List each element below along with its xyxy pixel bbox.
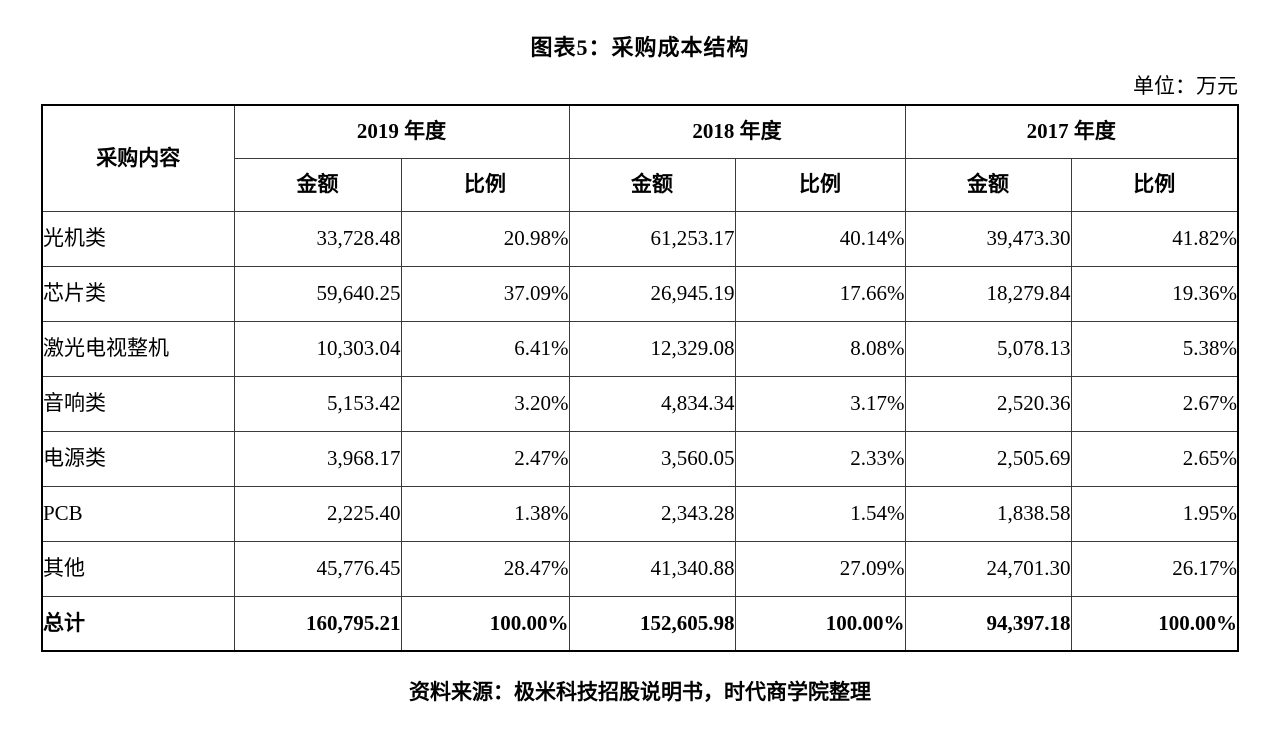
amount-cell: 24,701.30	[904, 540, 1072, 597]
row-label: 其他	[41, 540, 235, 597]
row-label: 电源类	[41, 430, 235, 487]
row-label: 激光电视整机	[41, 320, 235, 377]
ratio-cell: 5.38%	[1070, 320, 1239, 377]
subheader-amount-2019: 金额	[233, 157, 402, 212]
amount-cell: 59,640.25	[233, 265, 402, 322]
subheader-ratio-2018: 比例	[734, 157, 906, 212]
table-row: 电源类 3,968.17 2.47% 3,560.05 2.33% 2,505.69 2.6…	[41, 430, 1239, 487]
amount-cell: 3,560.05	[568, 430, 736, 487]
table-row: 音响类 5,153.42 3.20% 4,834.34 3.17% 2,520.36 2.6…	[41, 375, 1239, 432]
amount-cell: 2,520.36	[904, 375, 1072, 432]
ratio-cell: 2.47%	[400, 430, 570, 487]
ratio-cell: 28.47%	[400, 540, 570, 597]
amount-cell: 1,838.58	[904, 485, 1072, 542]
ratio-cell: 3.20%	[400, 375, 570, 432]
amount-cell: 160,795.21	[233, 595, 402, 652]
ratio-cell: 27.09%	[734, 540, 906, 597]
row-label: 光机类	[41, 210, 235, 267]
amount-cell: 3,968.17	[233, 430, 402, 487]
ratio-cell: 100.00%	[1070, 595, 1239, 652]
ratio-cell: 1.38%	[400, 485, 570, 542]
ratio-cell: 17.66%	[734, 265, 906, 322]
procurement-cost-table: 采购内容 2019 年度 2018 年度 2017 年度 金额 比例 金额 比例…	[41, 104, 1239, 652]
subheader-ratio-2017: 比例	[1070, 157, 1239, 212]
source-note: 资料来源：极米科技招股说明书，时代商学院整理	[409, 680, 871, 704]
amount-cell: 5,078.13	[904, 320, 1072, 377]
total-row: 总计 160,795.21 100.00% 152,605.98 100.00% 94,3…	[41, 595, 1239, 652]
year-header-row: 采购内容 2019 年度 2018 年度 2017 年度	[41, 104, 1239, 212]
amount-cell: 18,279.84	[904, 265, 1072, 322]
ratio-cell: 8.08%	[734, 320, 906, 377]
ratio-cell: 26.17%	[1070, 540, 1239, 597]
amount-cell: 94,397.18	[904, 595, 1072, 652]
table-row: PCB 2,225.40 1.38% 2,343.28 1.54% 1,838.58 1.9…	[41, 485, 1239, 542]
subheader-amount-2018: 金额	[568, 157, 736, 212]
amount-cell: 39,473.30	[904, 210, 1072, 267]
amount-cell: 10,303.04	[233, 320, 402, 377]
amount-cell: 2,505.69	[904, 430, 1072, 487]
table-row: 光机类 33,728.48 20.98% 61,253.17 40.14% 39,473.…	[41, 210, 1239, 267]
ratio-cell: 40.14%	[734, 210, 906, 267]
ratio-cell: 19.36%	[1070, 265, 1239, 322]
subheader-amount-2017: 金额	[904, 157, 1072, 212]
amount-cell: 61,253.17	[568, 210, 736, 267]
amount-cell: 41,340.88	[568, 540, 736, 597]
table-header: 采购内容 2019 年度 2018 年度 2017 年度 金额 比例 金额 比例…	[41, 104, 1239, 212]
table-row: 激光电视整机 10,303.04 6.41% 12,329.08 8.08% 5,078.…	[41, 320, 1239, 377]
table-row: 其他 45,776.45 28.47% 41,340.88 27.09% 24,701.3…	[41, 540, 1239, 597]
ratio-cell: 3.17%	[734, 375, 906, 432]
subheader-row: 金额 比例 金额 比例 金额 比例	[42, 157, 1239, 212]
ratio-cell: 1.95%	[1070, 485, 1239, 542]
ratio-cell: 41.82%	[1070, 210, 1239, 267]
ratio-cell: 2.67%	[1070, 375, 1239, 432]
unit-label: 单位：万元	[1133, 74, 1238, 98]
amount-cell: 4,834.34	[568, 375, 736, 432]
ratio-cell: 20.98%	[400, 210, 570, 267]
year-group-2018: 2018 年度	[568, 104, 906, 159]
row-label: 音响类	[41, 375, 235, 432]
corner-header: 采购内容	[41, 104, 235, 212]
ratio-cell: 2.65%	[1070, 430, 1239, 487]
ratio-cell: 1.54%	[734, 485, 906, 542]
year-group-2017: 2017 年度	[904, 104, 1239, 159]
amount-cell: 26,945.19	[568, 265, 736, 322]
row-label: 总计	[41, 595, 235, 652]
table-row: 芯片类 59,640.25 37.09% 26,945.19 17.66% 18,279.…	[41, 265, 1239, 322]
amount-cell: 2,225.40	[233, 485, 402, 542]
page-title: 图表5：采购成本结构	[530, 35, 750, 60]
ratio-cell: 6.41%	[400, 320, 570, 377]
amount-cell: 45,776.45	[233, 540, 402, 597]
ratio-cell: 100.00%	[400, 595, 570, 652]
amount-cell: 12,329.08	[568, 320, 736, 377]
table-body: 光机类 33,728.48 20.98% 61,253.17 40.14% 39,473.…	[41, 210, 1239, 652]
amount-cell: 152,605.98	[568, 595, 736, 652]
amount-cell: 2,343.28	[568, 485, 736, 542]
ratio-cell: 100.00%	[734, 595, 906, 652]
amount-cell: 5,153.42	[233, 375, 402, 432]
ratio-cell: 2.33%	[734, 430, 906, 487]
year-group-2019: 2019 年度	[233, 104, 570, 159]
row-label: 芯片类	[41, 265, 235, 322]
amount-cell: 33,728.48	[233, 210, 402, 267]
subheader-ratio-2019: 比例	[400, 157, 570, 212]
ratio-cell: 37.09%	[400, 265, 570, 322]
row-label: PCB	[41, 485, 235, 542]
